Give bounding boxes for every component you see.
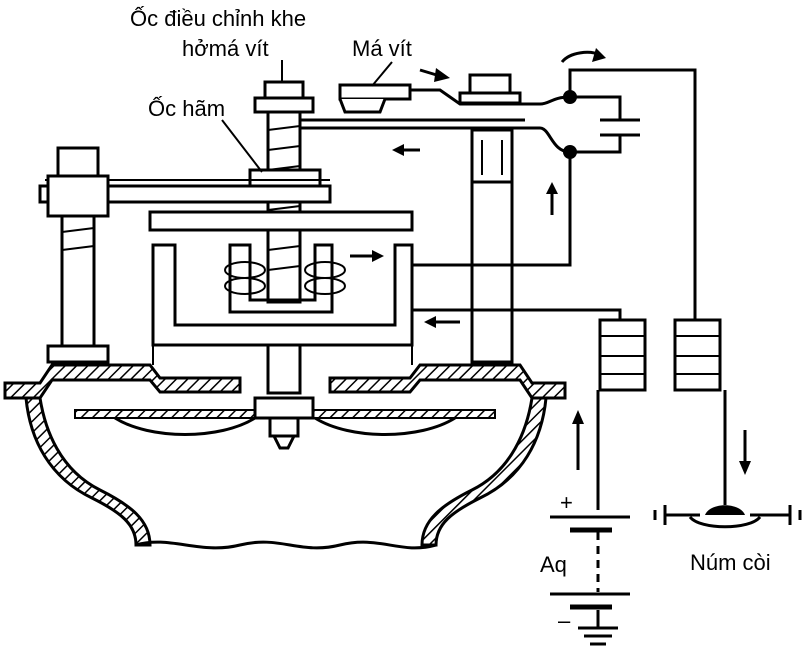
electromagnet [151,243,414,365]
contact-points-label: Má vít [352,36,412,61]
armature-plate [38,179,414,232]
leader-lines [221,60,393,173]
wiring [412,68,727,510]
battery-minus-label: – [558,608,571,633]
lock-nut-label: Ốc hãm [148,96,226,121]
horn-housing [3,363,567,550]
left-bolt [46,146,110,364]
adjust-screw-label: Ốc điều chỉnh khe [130,6,307,31]
contact-points [300,73,525,364]
horn-button-symbol [653,505,802,529]
adjust-screw-label-2: hởmá vít [182,36,269,61]
current-flow-arrows [350,48,751,475]
battery-symbol [550,515,630,646]
battery-plus-label: + [560,490,573,515]
horn-button-label: Núm còi [690,550,771,575]
battery-label: Aq [540,552,567,577]
